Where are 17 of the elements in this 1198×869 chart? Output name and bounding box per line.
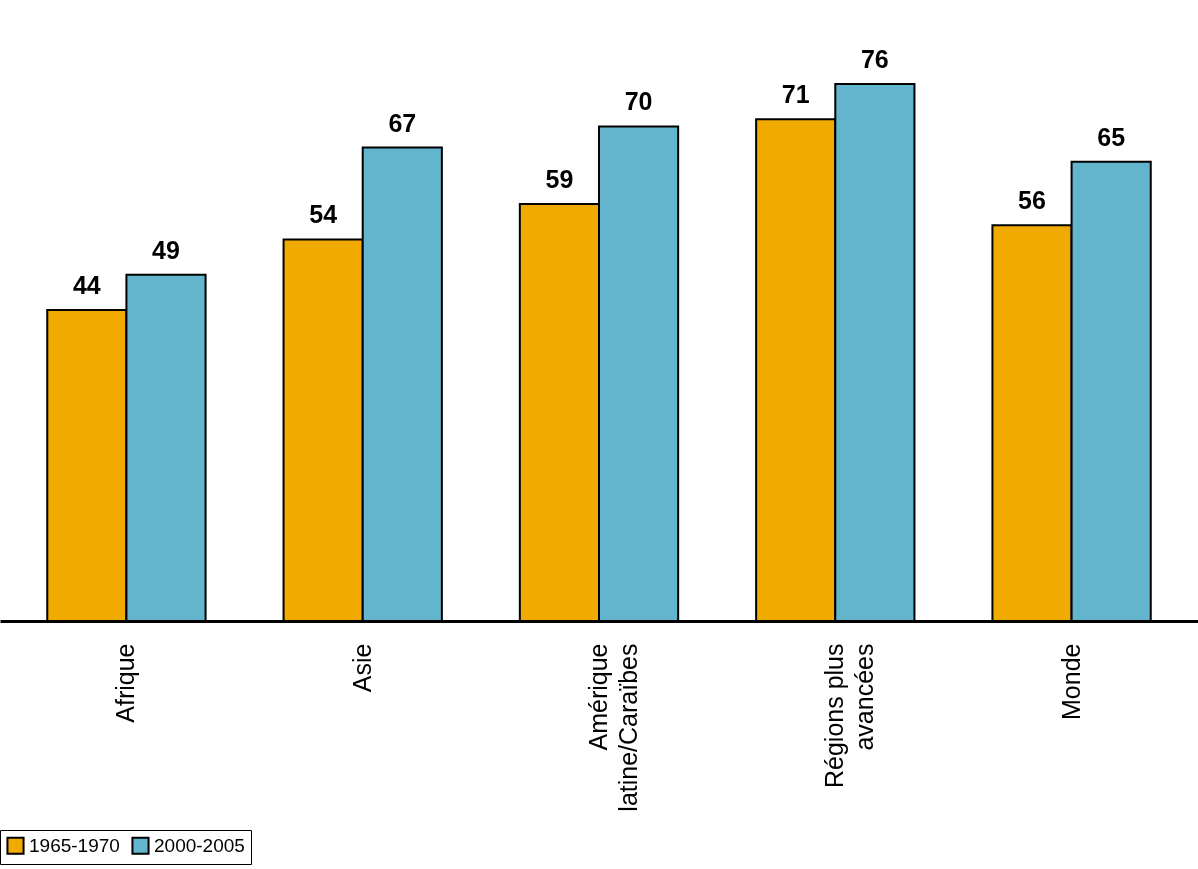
x-tick-label: Régions plus avancées [820, 643, 879, 789]
x-tick-label: Asie [347, 643, 376, 693]
data-label: 70 [624, 87, 653, 116]
data-label: 76 [860, 45, 889, 73]
data-label: 56 [1018, 186, 1046, 215]
x-tick-label: Amérique latine/Caraïbes [584, 643, 642, 812]
legend-label: 2000-2005 [154, 834, 245, 856]
data-label: 54 [309, 200, 338, 229]
x-tick-label: Afrique [111, 643, 140, 723]
data-label: 67 [388, 108, 417, 137]
data-label: 44 [72, 271, 101, 300]
legend-label: 1965-1970 [29, 834, 120, 856]
x-tick-label: Monde [1056, 643, 1085, 720]
data-label: 71 [781, 80, 810, 109]
data-label: 49 [152, 235, 180, 264]
data-label: 59 [545, 165, 574, 194]
data-label: 65 [1097, 122, 1126, 151]
